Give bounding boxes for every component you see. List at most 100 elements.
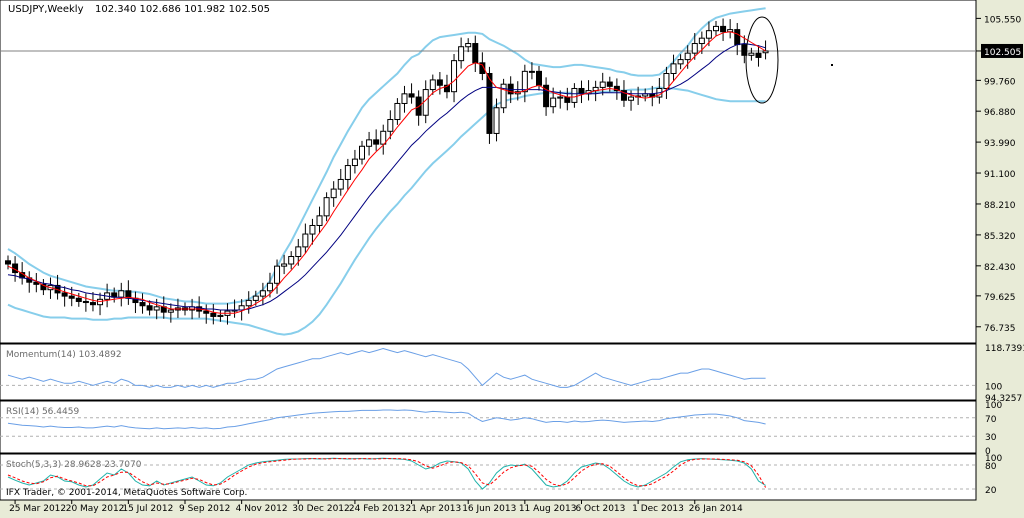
x-tick-label: 21 Apr 2013 bbox=[406, 504, 462, 514]
candle-body bbox=[75, 297, 82, 302]
candle-body bbox=[373, 139, 380, 145]
y-tick-label: 93.990 bbox=[984, 139, 1016, 149]
candle-body bbox=[408, 93, 415, 98]
x-tick-label: 30 Dec 2012 bbox=[292, 504, 350, 514]
indicator-y-tick-label: 100 bbox=[985, 401, 1002, 411]
y-tick-label: 91.100 bbox=[984, 170, 1016, 180]
candle-body bbox=[436, 79, 443, 86]
candle-body bbox=[118, 290, 125, 298]
candle-body bbox=[68, 295, 75, 299]
candle-body bbox=[663, 72, 670, 89]
copyright-label: IFX Trader, © 2001-2014, MetaQuotes Soft… bbox=[6, 488, 247, 498]
x-tick-label: 4 Nov 2012 bbox=[236, 504, 288, 514]
candle-body bbox=[380, 130, 387, 145]
candle-body bbox=[302, 233, 309, 248]
candle-body bbox=[330, 188, 337, 199]
annotation-ellipse bbox=[745, 16, 779, 104]
y-tick-label: 88.210 bbox=[984, 201, 1016, 211]
x-tick-label: 6 Oct 2013 bbox=[575, 504, 625, 514]
candle-body bbox=[97, 298, 104, 306]
candle-body bbox=[670, 63, 677, 74]
candle-body bbox=[274, 265, 281, 284]
indicator-y-tick-label: 100 bbox=[985, 382, 1002, 392]
candle-body bbox=[748, 52, 755, 56]
candle-body bbox=[521, 70, 528, 93]
candle-body bbox=[217, 314, 224, 317]
candle-body bbox=[359, 145, 365, 160]
main-panel bbox=[0, 0, 977, 344]
ohlc-label: 102.340 102.686 101.982 102.505 bbox=[95, 4, 270, 15]
candle-body bbox=[564, 96, 571, 103]
candle-body bbox=[472, 43, 479, 64]
candle-body bbox=[259, 290, 266, 297]
indicator-y-tick-label: 94.3257 bbox=[985, 394, 1022, 404]
indicator-y-tick-label: 20 bbox=[985, 486, 997, 496]
candle-body bbox=[628, 96, 635, 101]
candle-body bbox=[550, 97, 557, 108]
candle-body bbox=[5, 260, 11, 265]
y-tick-label: 76.735 bbox=[984, 324, 1016, 334]
candle-body bbox=[486, 72, 493, 134]
stoch-panel bbox=[0, 453, 977, 501]
candle-body bbox=[691, 43, 698, 54]
rsi-panel bbox=[0, 400, 977, 454]
momentum-line bbox=[7, 347, 766, 388]
candle-body bbox=[309, 224, 316, 235]
candle-body bbox=[528, 70, 535, 73]
candle-body bbox=[82, 300, 89, 304]
candle-body bbox=[536, 70, 542, 86]
candle-body bbox=[465, 43, 472, 48]
indicator-y-tick-label: 80 bbox=[985, 462, 997, 472]
candle-body bbox=[429, 79, 436, 91]
candle-body bbox=[458, 46, 465, 62]
candle-body bbox=[571, 87, 578, 103]
candle-body bbox=[153, 306, 160, 311]
candle-body bbox=[252, 295, 259, 301]
candle-body bbox=[755, 52, 762, 58]
rsi-line bbox=[7, 409, 766, 430]
rsi-title: RSI(14) 56.4459 bbox=[6, 407, 79, 417]
candle-body bbox=[762, 50, 769, 54]
x-tick-label: 9 Sep 2012 bbox=[179, 504, 230, 514]
candle-body bbox=[139, 302, 146, 307]
stoch-main-line bbox=[7, 457, 766, 490]
symbol-label: USDJPY,Weekly bbox=[8, 4, 84, 15]
candle-body bbox=[705, 30, 712, 39]
candle-body bbox=[295, 246, 302, 258]
candle-body bbox=[443, 84, 450, 93]
y-tick-label: 96.880 bbox=[984, 108, 1016, 118]
x-tick-label: 26 Jan 2014 bbox=[689, 504, 743, 514]
x-tick-label: 15 Jul 2012 bbox=[122, 504, 173, 514]
candle-body bbox=[578, 87, 585, 95]
current-price-label: 102.505 bbox=[984, 48, 1021, 58]
candle-body bbox=[40, 283, 47, 291]
candle-body bbox=[394, 102, 401, 121]
x-tick-label: 25 Mar 2012 bbox=[9, 504, 66, 514]
candle-body bbox=[33, 281, 40, 285]
candle-body bbox=[479, 62, 486, 74]
candle-body bbox=[543, 84, 550, 108]
bollinger-upper-band bbox=[7, 7, 766, 305]
candle-body bbox=[167, 309, 174, 313]
candle-body bbox=[245, 299, 252, 307]
candle-body bbox=[203, 310, 210, 314]
candle-body bbox=[351, 158, 358, 167]
candle-body bbox=[613, 85, 620, 92]
candle-body bbox=[401, 93, 408, 104]
y-tick-label: 79.625 bbox=[984, 293, 1016, 303]
candle-body bbox=[606, 81, 613, 87]
candle-body bbox=[281, 263, 288, 267]
candle-body bbox=[557, 96, 564, 99]
candle-body bbox=[89, 302, 96, 306]
candle-body bbox=[323, 197, 330, 217]
candle-body bbox=[366, 139, 373, 147]
candle-body bbox=[288, 256, 295, 265]
momentum-title: Momentum(14) 103.4892 bbox=[6, 350, 122, 360]
candle-body bbox=[266, 282, 273, 292]
indicator-y-tick-label: 70 bbox=[985, 415, 997, 425]
bollinger-lower-band bbox=[7, 86, 766, 336]
candle-body bbox=[677, 59, 684, 65]
candle-body bbox=[146, 305, 153, 311]
